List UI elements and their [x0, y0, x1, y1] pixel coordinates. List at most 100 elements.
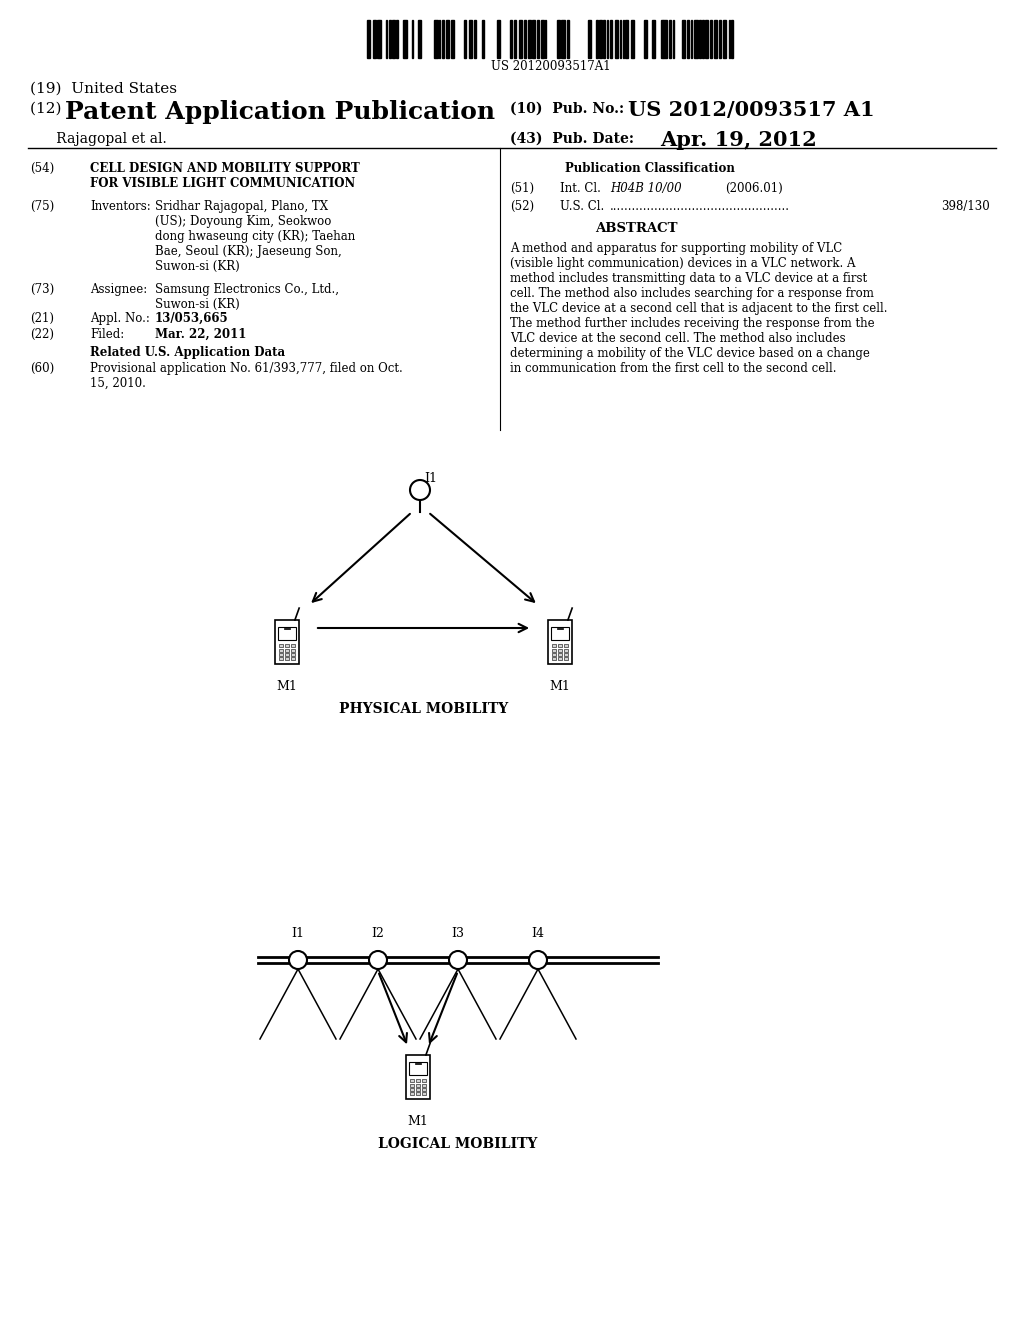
Bar — [669, 20, 672, 58]
Bar — [514, 20, 516, 58]
Text: M1: M1 — [276, 680, 297, 693]
Bar — [706, 20, 708, 58]
Bar — [291, 644, 295, 647]
Text: H04B 10/00: H04B 10/00 — [610, 182, 682, 195]
Text: ................................................: ........................................… — [610, 201, 790, 213]
Bar — [368, 20, 371, 58]
Text: I1: I1 — [424, 473, 437, 484]
Bar — [563, 653, 567, 656]
Bar — [377, 20, 379, 58]
Bar — [464, 20, 466, 58]
Bar — [519, 20, 522, 58]
Bar — [412, 20, 413, 58]
Bar — [552, 648, 556, 652]
Text: US 2012/0093517 A1: US 2012/0093517 A1 — [628, 100, 874, 120]
Bar — [551, 627, 569, 640]
Bar — [691, 20, 692, 58]
Bar — [527, 20, 530, 58]
Text: PHYSICAL MOBILITY: PHYSICAL MOBILITY — [339, 702, 508, 715]
Bar — [557, 20, 560, 58]
Bar — [552, 644, 556, 647]
Bar — [434, 20, 438, 58]
Bar — [558, 657, 562, 660]
Text: M1: M1 — [550, 680, 570, 693]
Text: (60): (60) — [30, 362, 54, 375]
Text: Appl. No.:: Appl. No.: — [90, 312, 150, 325]
Bar — [652, 20, 655, 58]
Bar — [715, 20, 717, 58]
Bar — [411, 1088, 415, 1090]
Bar — [396, 20, 397, 58]
Text: Provisional application No. 61/393,777, filed on Oct.
15, 2010.: Provisional application No. 61/393,777, … — [90, 362, 402, 389]
Bar — [373, 20, 376, 58]
Bar — [682, 20, 685, 58]
Bar — [532, 20, 536, 58]
Bar — [698, 20, 701, 58]
Bar — [474, 20, 476, 58]
Bar — [719, 20, 721, 58]
Bar — [284, 627, 291, 630]
Bar — [545, 20, 546, 58]
Bar — [558, 648, 562, 652]
Bar — [280, 644, 284, 647]
Text: Patent Application Publication: Patent Application Publication — [65, 100, 496, 124]
Bar — [439, 20, 440, 58]
Text: I4: I4 — [531, 927, 545, 940]
Bar — [278, 627, 296, 640]
Text: Rajagopal et al.: Rajagopal et al. — [30, 132, 167, 147]
Bar — [538, 20, 539, 58]
Text: Publication Classification: Publication Classification — [565, 162, 735, 176]
Bar — [422, 1080, 426, 1082]
Bar — [603, 20, 605, 58]
Bar — [702, 20, 705, 58]
Bar — [482, 20, 483, 58]
Bar — [673, 20, 675, 58]
Text: Inventors:: Inventors: — [90, 201, 151, 213]
Bar — [285, 648, 289, 652]
Bar — [687, 20, 689, 58]
Circle shape — [410, 480, 430, 500]
Bar — [552, 653, 556, 656]
Bar — [623, 20, 625, 58]
Bar — [422, 1092, 426, 1096]
Bar — [723, 20, 726, 58]
Bar — [409, 1061, 427, 1076]
Bar — [416, 1080, 420, 1082]
Bar — [563, 648, 567, 652]
Text: (51): (51) — [510, 182, 535, 195]
Bar — [566, 20, 569, 58]
Text: I1: I1 — [292, 927, 304, 940]
Circle shape — [449, 950, 467, 969]
Text: (21): (21) — [30, 312, 54, 325]
Text: (19)  United States: (19) United States — [30, 82, 177, 96]
Bar — [418, 20, 421, 58]
Bar — [389, 20, 390, 58]
Bar — [596, 20, 598, 58]
Bar — [563, 657, 567, 660]
Text: (10)  Pub. No.:: (10) Pub. No.: — [510, 102, 624, 116]
Bar — [469, 20, 472, 58]
Bar — [558, 653, 562, 656]
Text: 13/053,665: 13/053,665 — [155, 312, 228, 325]
Bar — [620, 20, 622, 58]
Text: I2: I2 — [372, 927, 384, 940]
Bar — [280, 648, 284, 652]
Bar — [606, 20, 608, 58]
Bar — [386, 20, 387, 58]
Bar — [558, 644, 562, 647]
Bar — [664, 20, 667, 58]
Bar — [291, 657, 295, 660]
Bar — [416, 1084, 420, 1086]
Bar — [291, 653, 295, 656]
Bar — [614, 20, 617, 58]
Bar — [731, 20, 733, 58]
Bar — [588, 20, 591, 58]
Text: CELL DESIGN AND MOBILITY SUPPORT
FOR VISIBLE LIGHT COMMUNICATION: CELL DESIGN AND MOBILITY SUPPORT FOR VIS… — [90, 162, 359, 190]
Text: (52): (52) — [510, 201, 535, 213]
Bar — [451, 20, 455, 58]
Text: (2006.01): (2006.01) — [725, 182, 782, 195]
Bar — [422, 1084, 426, 1086]
Text: (22): (22) — [30, 327, 54, 341]
Text: I3: I3 — [452, 927, 465, 940]
Bar — [694, 20, 697, 58]
